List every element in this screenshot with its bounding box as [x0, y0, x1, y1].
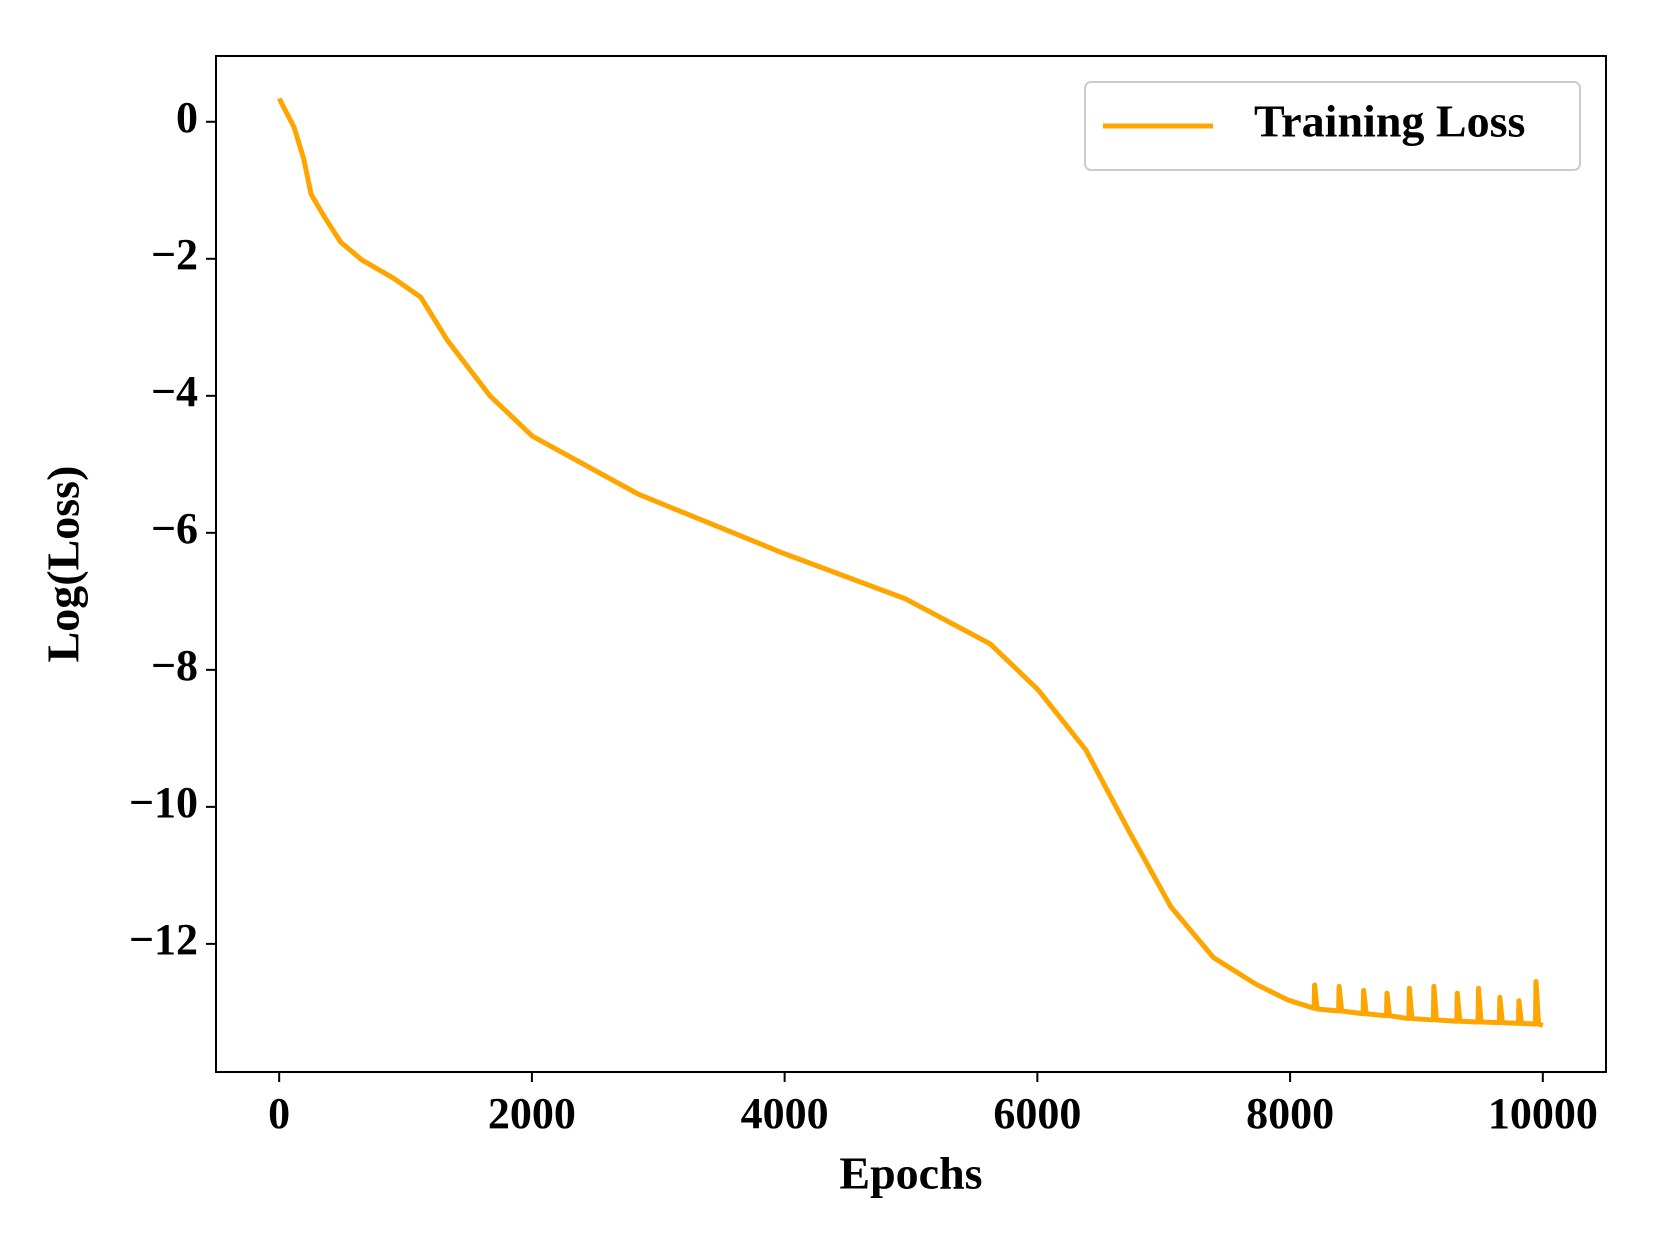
y-tick-label: −8: [151, 641, 198, 690]
x-tick-label: 6000: [993, 1089, 1081, 1138]
y-tick-label: −2: [151, 230, 198, 279]
y-tick-label: 0: [176, 93, 198, 142]
legend-label: Training Loss: [1254, 96, 1525, 147]
y-tick-label: −12: [129, 915, 198, 964]
y-tick-label: −4: [151, 367, 198, 416]
x-tick-label: 10000: [1488, 1089, 1598, 1138]
x-tick-label: 8000: [1246, 1089, 1334, 1138]
y-tick-label: −10: [129, 778, 198, 827]
x-tick-label: 0: [268, 1089, 290, 1138]
x-tick-label: 4000: [741, 1089, 829, 1138]
x-axis-label: Epochs: [839, 1148, 982, 1199]
y-tick-label: −6: [151, 504, 198, 553]
legend-box: [1084, 81, 1581, 171]
plot-frame: [215, 55, 1607, 1073]
loss-line: [276, 97, 1544, 1028]
y-axis-label: Log(Loss): [38, 466, 89, 663]
x-tick-label: 2000: [488, 1089, 576, 1138]
